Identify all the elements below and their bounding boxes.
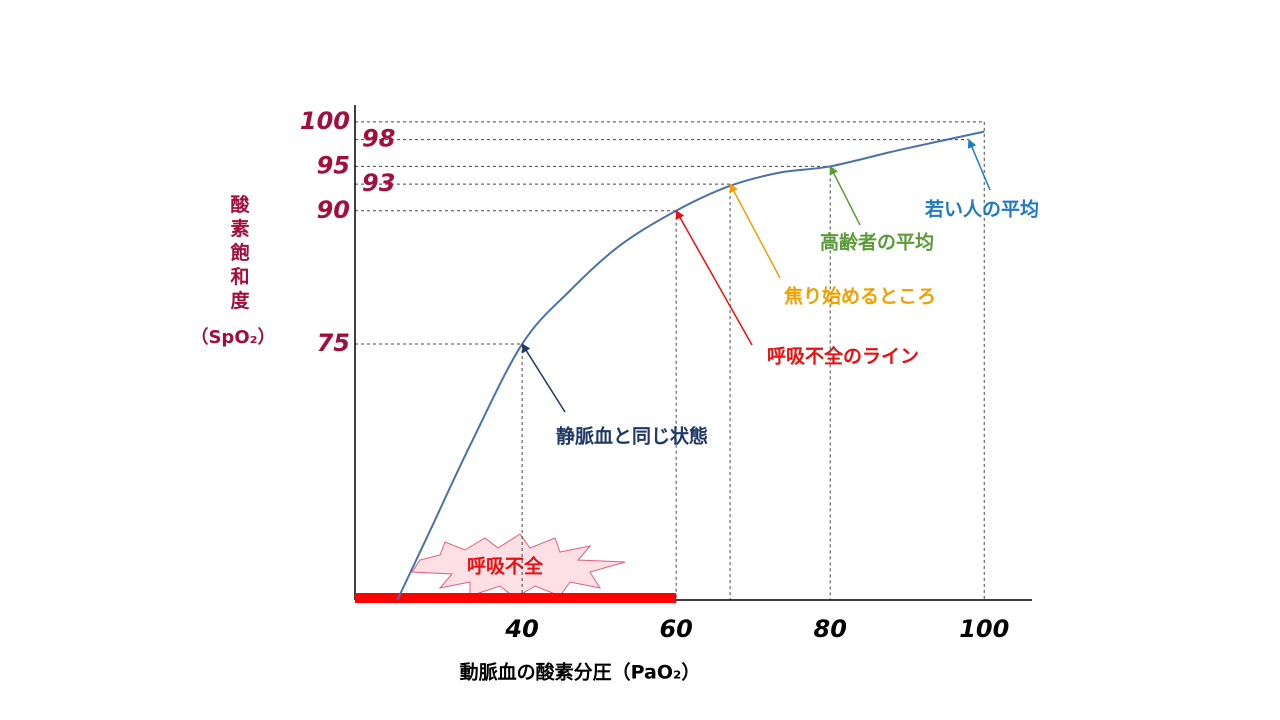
x-tick-label: 40 — [504, 615, 538, 643]
y-label-char: 素 — [230, 217, 249, 240]
y-tick-label: 75 — [317, 329, 350, 357]
annotation: 高齢者の平均 — [820, 231, 934, 254]
y-axis-sublabel: （SpO₂） — [190, 327, 275, 348]
annotation-arrow — [967, 138, 991, 191]
annotation-arrow — [675, 209, 753, 346]
y-tick-label: 95 — [317, 151, 350, 179]
x-tick-label: 60 — [659, 615, 692, 643]
y-tick-label: 93 — [362, 169, 395, 197]
y-tick-label: 90 — [317, 196, 350, 224]
annotation-arrow — [829, 165, 861, 226]
y-axis-label: 酸素飽和度 — [229, 193, 250, 312]
annotation: 静脈血と同じ状態 — [556, 425, 708, 448]
y-label-char: 和 — [230, 265, 249, 288]
annotation: 呼吸不全のライン — [767, 345, 919, 368]
annotation: 焦り始めるところ — [783, 285, 936, 308]
x-tick-label: 100 — [959, 615, 1009, 643]
burst — [411, 533, 626, 599]
x-tick-label: 80 — [814, 615, 847, 643]
y-label-char: 度 — [230, 289, 250, 312]
y-tick-label: 100 — [300, 107, 350, 135]
y-label-char: 飽 — [229, 241, 249, 264]
y-label-char: 酸 — [230, 193, 250, 216]
burst-label: 呼吸不全 — [467, 555, 544, 578]
failure-range — [355, 593, 677, 603]
x-axis-label: 動脈血の酸素分圧（PaO₂） — [460, 661, 701, 684]
y-tick-label: 98 — [362, 125, 395, 153]
curve — [396, 130, 985, 601]
annotation-arrow — [729, 183, 781, 279]
annotation-arrow — [521, 343, 566, 413]
annotation: 若い人の平均 — [925, 198, 1039, 221]
